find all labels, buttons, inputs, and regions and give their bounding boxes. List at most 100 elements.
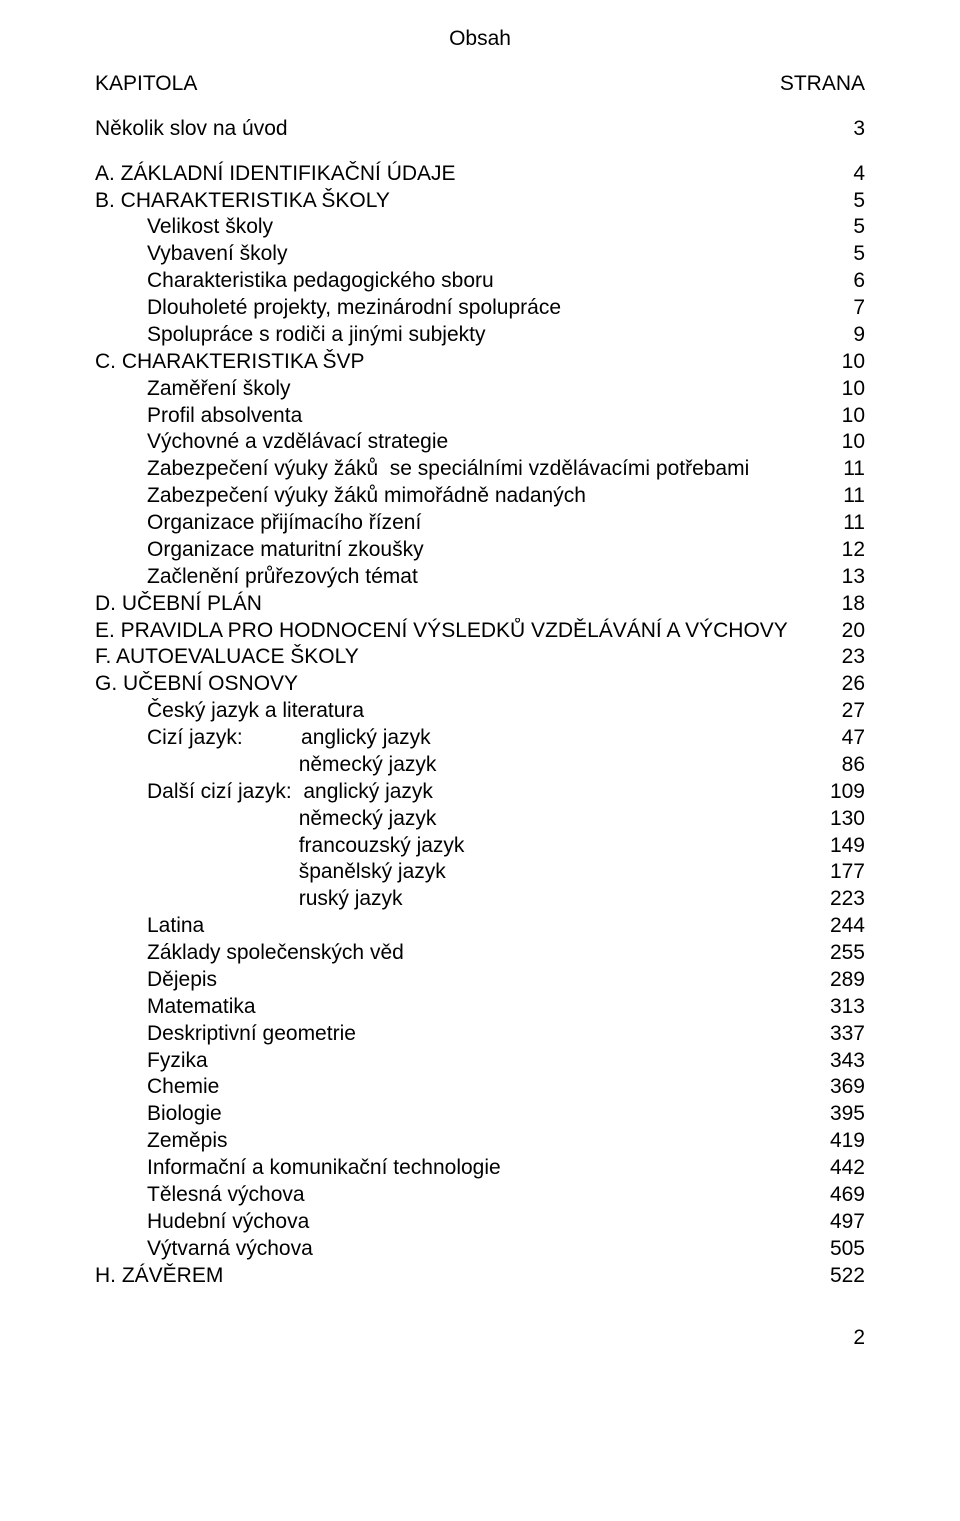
toc-label: Spolupráce s rodiči a jinými subjekty [95, 322, 843, 349]
toc-label: F. AUTOEVALUACE ŠKOLY [95, 644, 832, 671]
toc-label: francouzský jazyk [95, 833, 820, 860]
toc-page: 5 [843, 214, 865, 241]
toc-label: Dějepis [95, 967, 820, 994]
toc-row: C. CHARAKTERISTIKA ŠVP10 [95, 349, 865, 376]
document-title: Obsah [95, 26, 865, 53]
toc-label: Vybavení školy [95, 241, 843, 268]
header-row: KAPITOLA STRANA [95, 71, 865, 98]
toc-label: Organizace maturitní zkoušky [95, 537, 832, 564]
toc-page: 27 [832, 698, 865, 725]
toc-label: Zabezpečení výuky žáků mimořádně nadanýc… [95, 483, 833, 510]
toc-row: Zaměření školy10 [95, 376, 865, 403]
toc-label: Deskriptivní geometrie [95, 1021, 820, 1048]
toc-label: Organizace přijímacího řízení [95, 510, 833, 537]
toc-row: Výchovné a vzdělávací strategie10 [95, 429, 865, 456]
toc-label: Zaměření školy [95, 376, 832, 403]
toc-page: 395 [820, 1101, 865, 1128]
toc-row: Velikost školy5 [95, 214, 865, 241]
toc-page: 255 [820, 940, 865, 967]
toc-list: A. ZÁKLADNÍ IDENTIFIKAČNÍ ÚDAJE4B. CHARA… [95, 161, 865, 1290]
toc-page: 47 [832, 725, 865, 752]
toc-page: 497 [820, 1209, 865, 1236]
toc-page: 4 [843, 161, 865, 188]
toc-page: 7 [843, 295, 865, 322]
toc-page: 223 [820, 886, 865, 913]
toc-label: Hudební výchova [95, 1209, 820, 1236]
toc-label: Český jazyk a literatura [95, 698, 832, 725]
toc-label: Základy společenských věd [95, 940, 820, 967]
toc-page: 5 [843, 188, 865, 215]
toc-row: Český jazyk a literatura27 [95, 698, 865, 725]
header-left: KAPITOLA [95, 71, 770, 98]
toc-label: Zabezpečení výuky žáků se speciálními vz… [95, 456, 833, 483]
toc-row: Začlenění průřezových témat13 [95, 564, 865, 591]
toc-page: 244 [820, 913, 865, 940]
toc-page: 10 [832, 349, 865, 376]
toc-row: A. ZÁKLADNÍ IDENTIFIKAČNÍ ÚDAJE4 [95, 161, 865, 188]
toc-label: Další cizí jazyk: anglický jazyk [95, 779, 820, 806]
header-right: STRANA [770, 71, 865, 98]
toc-label: Charakteristika pedagogického sboru [95, 268, 843, 295]
toc-row: Zabezpečení výuky žáků mimořádně nadanýc… [95, 483, 865, 510]
toc-page: 343 [820, 1048, 865, 1075]
toc-page: 10 [832, 429, 865, 456]
toc-label: německý jazyk [95, 752, 832, 779]
toc-label: E. PRAVIDLA PRO HODNOCENÍ VÝSLEDKŮ VZDĚL… [95, 618, 832, 645]
toc-label: A. ZÁKLADNÍ IDENTIFIKAČNÍ ÚDAJE [95, 161, 843, 188]
toc-row: Latina244 [95, 913, 865, 940]
toc-label: C. CHARAKTERISTIKA ŠVP [95, 349, 832, 376]
toc-row: Organizace maturitní zkoušky12 [95, 537, 865, 564]
toc-row: B. CHARAKTERISTIKA ŠKOLY5 [95, 188, 865, 215]
toc-row: E. PRAVIDLA PRO HODNOCENÍ VÝSLEDKŮ VZDĚL… [95, 618, 865, 645]
toc-row: Fyzika343 [95, 1048, 865, 1075]
toc-row: Matematika313 [95, 994, 865, 1021]
toc-row: Informační a komunikační technologie442 [95, 1155, 865, 1182]
toc-page: 11 [833, 510, 865, 537]
toc-label: G. UČEBNÍ OSNOVY [95, 671, 832, 698]
page-number: 2 [95, 1325, 865, 1352]
toc-label: Velikost školy [95, 214, 843, 241]
toc-page: 442 [820, 1155, 865, 1182]
toc-page: 6 [843, 268, 865, 295]
toc-label: Informační a komunikační technologie [95, 1155, 820, 1182]
toc-row: D. UČEBNÍ PLÁN18 [95, 591, 865, 618]
toc-row: Další cizí jazyk: anglický jazyk109 [95, 779, 865, 806]
toc-row: španělský jazyk177 [95, 859, 865, 886]
toc-label: H. ZÁVĚREM [95, 1263, 820, 1290]
toc-page: 11 [833, 483, 865, 510]
toc-page: 369 [820, 1074, 865, 1101]
toc-label: Výchovné a vzdělávací strategie [95, 429, 832, 456]
toc-row: G. UČEBNÍ OSNOVY26 [95, 671, 865, 698]
toc-row: Zabezpečení výuky žáků se speciálními vz… [95, 456, 865, 483]
toc-row: Chemie369 [95, 1074, 865, 1101]
toc-page: 11 [833, 456, 865, 483]
toc-page: 26 [832, 671, 865, 698]
toc-row: Profil absolventa10 [95, 403, 865, 430]
toc-label: Výtvarná výchova [95, 1236, 820, 1263]
toc-row: F. AUTOEVALUACE ŠKOLY23 [95, 644, 865, 671]
toc-row: H. ZÁVĚREM522 [95, 1263, 865, 1290]
toc-label: D. UČEBNÍ PLÁN [95, 591, 832, 618]
intro-page: 3 [843, 116, 865, 143]
toc-row: Charakteristika pedagogického sboru6 [95, 268, 865, 295]
toc-label: španělský jazyk [95, 859, 820, 886]
toc-row: Zeměpis419 [95, 1128, 865, 1155]
toc-label: Dlouholeté projekty, mezinárodní spolupr… [95, 295, 843, 322]
toc-row: Základy společenských věd255 [95, 940, 865, 967]
toc-page: 313 [820, 994, 865, 1021]
toc-row: Dlouholeté projekty, mezinárodní spolupr… [95, 295, 865, 322]
toc-row: Výtvarná výchova505 [95, 1236, 865, 1263]
toc-page: 177 [820, 859, 865, 886]
toc-page: 10 [832, 376, 865, 403]
intro-label: Několik slov na úvod [95, 116, 843, 143]
toc-page: 13 [832, 564, 865, 591]
toc-page: 419 [820, 1128, 865, 1155]
toc-row: Vybavení školy5 [95, 241, 865, 268]
toc-row: francouzský jazyk149 [95, 833, 865, 860]
toc-row: Dějepis289 [95, 967, 865, 994]
toc-page: 12 [832, 537, 865, 564]
toc-page: 10 [832, 403, 865, 430]
toc-row: německý jazyk130 [95, 806, 865, 833]
toc-page: 23 [832, 644, 865, 671]
toc-label: německý jazyk [95, 806, 820, 833]
